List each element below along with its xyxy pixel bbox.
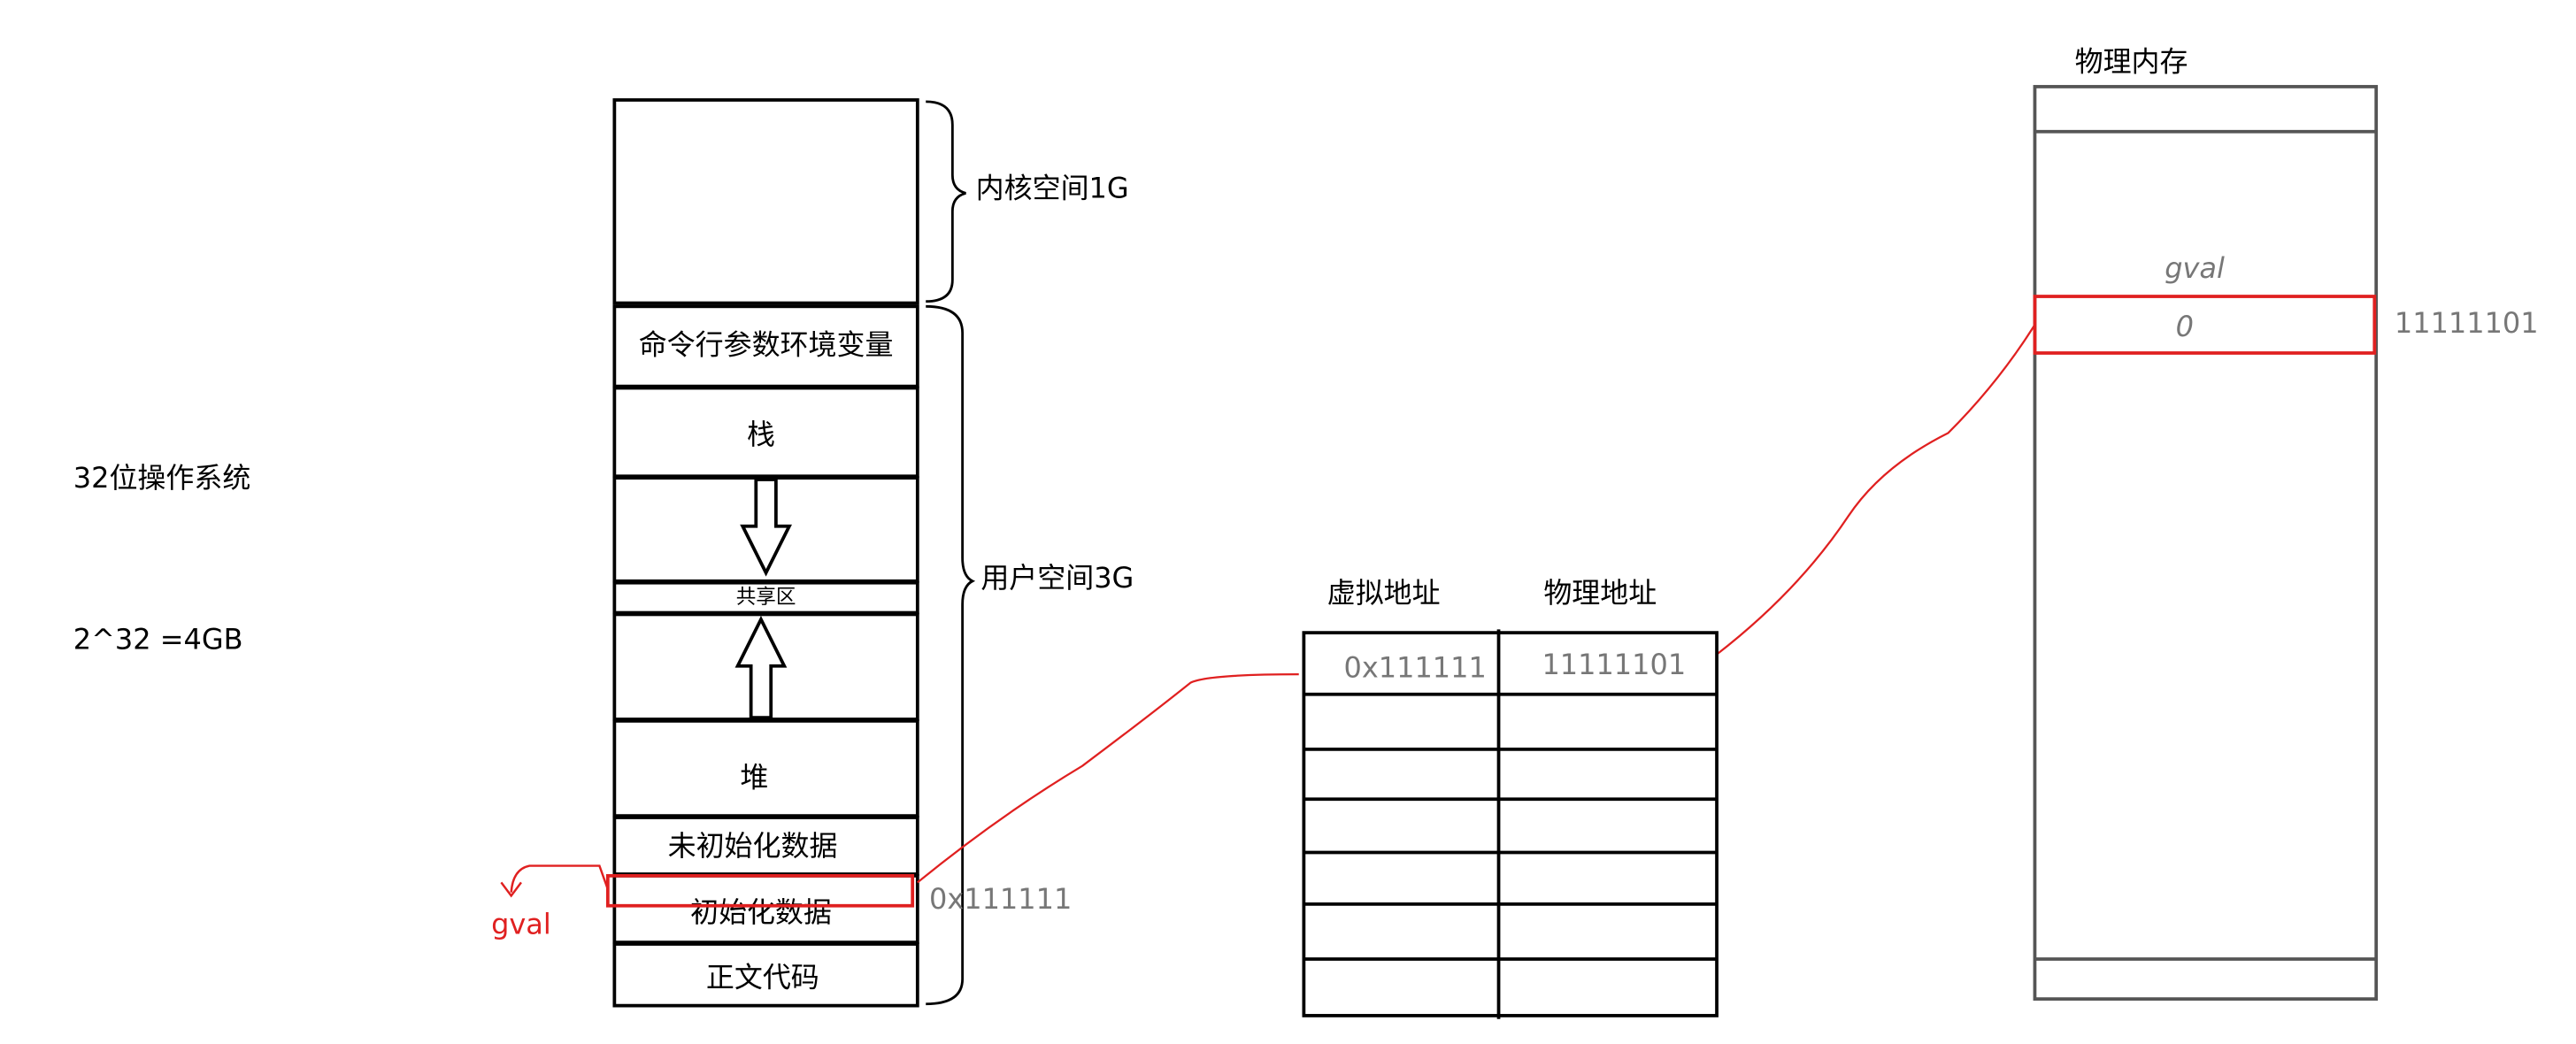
- highlight-box: [605, 873, 915, 908]
- variable-value: 0: [2176, 310, 2194, 343]
- page-table: 虚拟地址 物理地址 0x111111 11111101: [1302, 576, 1719, 1019]
- table-cell: 11111101: [1542, 648, 1686, 681]
- segment-label: 命令行参数环境变量: [639, 327, 894, 361]
- highlight-box: [2033, 295, 2377, 355]
- up-arrow: [734, 615, 788, 719]
- mapping-line: [917, 673, 1299, 884]
- table-header: 虚拟地址: [1327, 576, 1441, 610]
- address-space-label: 2^32 =4GB: [73, 623, 243, 656]
- mapping-line: [1716, 324, 2036, 656]
- down-arrow: [740, 478, 792, 577]
- table-header: 物理地址: [1543, 576, 1657, 610]
- brace: [926, 304, 976, 1006]
- physical-memory: 物理内存 gval 0 11111101: [2033, 45, 2539, 1001]
- segment: [612, 942, 919, 1008]
- segment-label: 初始化数据: [690, 895, 832, 929]
- memory-layout: 命令行参数环境变量 栈 共享区 堆 未初始化数据 初始化数据 正文代码: [612, 98, 919, 1008]
- physical-memory-title: 物理内存: [2075, 45, 2188, 79]
- kernel-space-label: 内核空间1G: [976, 172, 1129, 205]
- segment-label: 正文代码: [706, 961, 819, 994]
- pointer-arrow: [500, 864, 609, 898]
- user-space-label: 用户空间3G: [980, 561, 1134, 595]
- table-cell: 0x111111: [1344, 651, 1487, 685]
- segment-label: 未初始化数据: [668, 829, 838, 863]
- segment-label: 栈: [747, 418, 775, 451]
- kernel-segment: [612, 98, 919, 305]
- memory-box: [2033, 85, 2379, 1001]
- segment-label: 共享区: [736, 586, 796, 609]
- variable-label: gval: [491, 907, 551, 940]
- brace: [926, 100, 966, 303]
- table-border: [1302, 631, 1719, 1017]
- row-dividers: [1303, 692, 1718, 961]
- segment-label: 堆: [740, 761, 768, 795]
- physical-address: 11111101: [2395, 306, 2539, 340]
- os-label: 32位操作系统: [73, 461, 251, 495]
- variable-label: gval: [2165, 251, 2225, 285]
- virtual-address: 0x111111: [929, 882, 1072, 916]
